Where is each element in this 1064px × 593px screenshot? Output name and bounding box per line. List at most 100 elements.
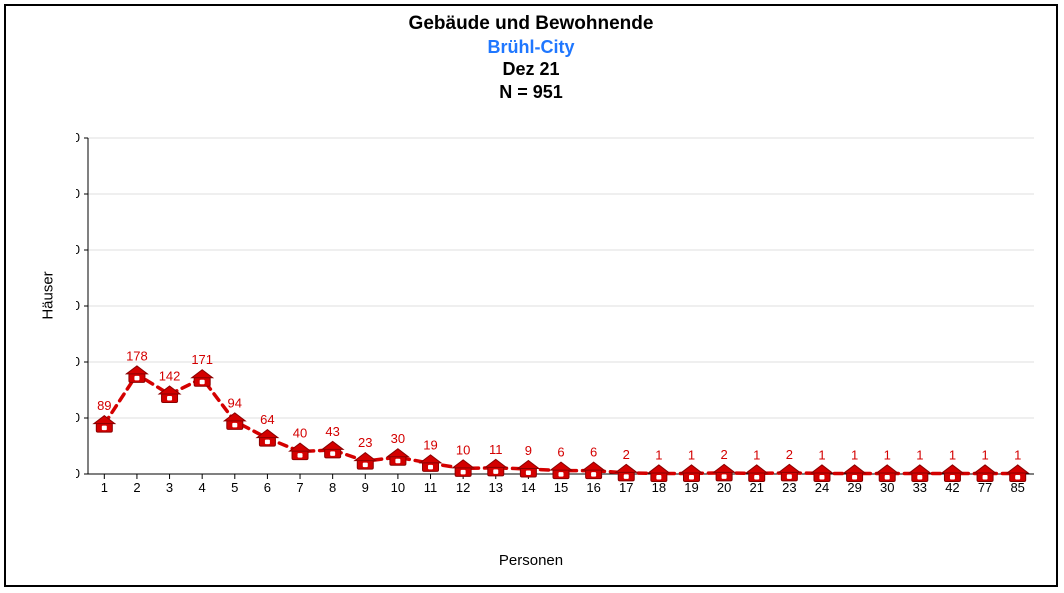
data-label: 1 (688, 447, 695, 462)
house-marker-roof (844, 465, 865, 473)
chart-svg: 0100200300400500600123456789101112131415… (76, 126, 1046, 516)
data-label: 10 (456, 442, 470, 457)
data-label: 11 (489, 442, 503, 457)
data-label: 1 (851, 447, 858, 462)
y-tick-label: 300 (76, 298, 80, 313)
data-label: 89 (97, 398, 111, 413)
x-axis-label: Personen (6, 552, 1056, 569)
data-label: 1 (981, 447, 988, 462)
data-label: 94 (228, 395, 242, 410)
x-tick-label: 24 (815, 480, 829, 495)
x-tick-label: 14 (521, 480, 535, 495)
house-marker-roof (746, 465, 767, 473)
x-tick-label: 20 (717, 480, 731, 495)
data-label: 1 (949, 447, 956, 462)
y-tick-label: 100 (76, 410, 80, 425)
house-marker-window (1015, 475, 1020, 480)
house-marker-window (559, 472, 564, 477)
house-marker-window (950, 475, 955, 480)
house-marker-window (852, 475, 857, 480)
plot-area: 0100200300400500600123456789101112131415… (76, 126, 1046, 516)
data-label: 171 (191, 352, 213, 367)
x-tick-label: 18 (652, 480, 666, 495)
data-label: 30 (391, 431, 405, 446)
x-tick-label: 4 (199, 480, 206, 495)
x-tick-label: 33 (913, 480, 927, 495)
data-label: 1 (884, 447, 891, 462)
house-marker-window (395, 459, 400, 464)
x-tick-label: 1 (101, 480, 108, 495)
x-tick-label: 3 (166, 480, 173, 495)
data-label: 142 (159, 368, 181, 383)
house-marker-roof (420, 455, 441, 463)
x-tick-label: 29 (847, 480, 861, 495)
data-label: 2 (786, 447, 793, 462)
title-block: Gebäude und Bewohnende Brühl-City Dez 21… (6, 12, 1056, 103)
house-marker-window (656, 475, 661, 480)
x-tick-label: 7 (296, 480, 303, 495)
y-tick-label: 0 (76, 466, 80, 481)
house-marker-roof (224, 413, 245, 421)
house-marker-window (265, 440, 270, 445)
x-tick-label: 19 (684, 480, 698, 495)
house-marker-roof (909, 465, 930, 473)
x-tick-label: 85 (1010, 480, 1024, 495)
house-marker-roof (975, 465, 996, 473)
house-marker-roof (192, 370, 213, 378)
house-marker-roof (551, 462, 572, 470)
house-marker-window (526, 470, 531, 475)
x-tick-label: 11 (424, 480, 438, 495)
house-marker-roof (616, 464, 637, 472)
data-label: 6 (590, 445, 597, 460)
data-label: 1 (916, 447, 923, 462)
y-tick-label: 400 (76, 242, 80, 257)
chart-frame: Gebäude und Bewohnende Brühl-City Dez 21… (4, 4, 1058, 587)
house-marker-roof (583, 462, 604, 470)
house-marker-window (102, 426, 107, 431)
house-marker-window (983, 475, 988, 480)
x-tick-label: 13 (489, 480, 503, 495)
data-label: 64 (260, 412, 274, 427)
x-tick-label: 9 (362, 480, 369, 495)
data-label: 1 (753, 447, 760, 462)
data-label: 6 (557, 445, 564, 460)
data-label: 1 (655, 447, 662, 462)
data-label: 2 (720, 447, 727, 462)
x-tick-label: 2 (133, 480, 140, 495)
house-marker-window (722, 474, 727, 479)
x-tick-label: 30 (880, 480, 894, 495)
x-tick-label: 15 (554, 480, 568, 495)
x-tick-label: 16 (586, 480, 600, 495)
data-label: 1 (1014, 447, 1021, 462)
y-tick-label: 600 (76, 130, 80, 145)
house-marker-window (461, 470, 466, 475)
house-marker-roof (779, 464, 800, 472)
data-label: 9 (525, 443, 532, 458)
house-marker-window (689, 475, 694, 480)
house-marker-roof (322, 441, 343, 449)
data-label: 1 (818, 447, 825, 462)
house-marker-window (428, 465, 433, 470)
house-marker-window (167, 396, 172, 401)
house-marker-roof (714, 464, 735, 472)
data-label: 23 (358, 435, 372, 450)
house-marker-window (885, 475, 890, 480)
house-marker-window (493, 469, 498, 474)
data-label: 43 (325, 424, 339, 439)
x-tick-label: 17 (619, 480, 633, 495)
chart-title-sub: Brühl-City (6, 36, 1056, 59)
house-marker-roof (94, 416, 115, 424)
house-marker-roof (811, 465, 832, 473)
house-marker-roof (1007, 465, 1028, 473)
house-marker-roof (453, 460, 474, 468)
y-axis-label-wrap: Häuser (24, 6, 72, 585)
house-marker-window (787, 474, 792, 479)
house-marker-roof (126, 366, 147, 374)
house-marker-window (363, 463, 368, 468)
x-tick-label: 12 (456, 480, 470, 495)
x-tick-label: 6 (264, 480, 271, 495)
house-marker-window (232, 423, 237, 428)
house-marker-window (591, 472, 596, 477)
house-marker-roof (518, 460, 539, 468)
data-label: 40 (293, 426, 307, 441)
